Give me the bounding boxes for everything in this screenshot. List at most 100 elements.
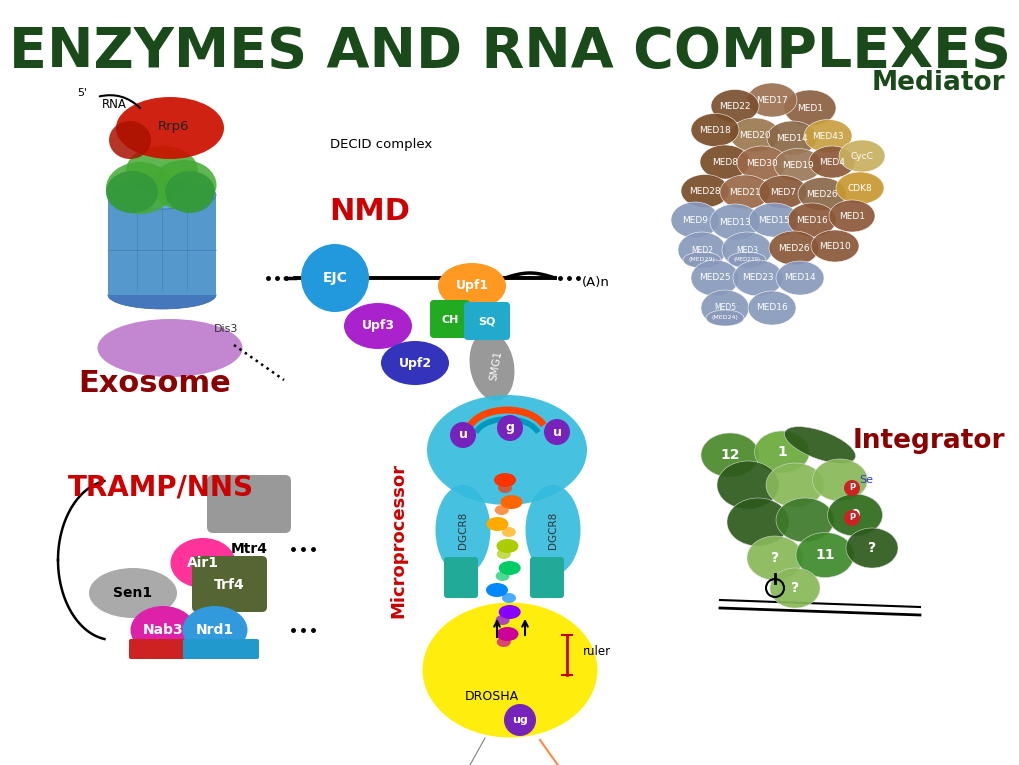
Text: Upf2: Upf2 xyxy=(398,356,431,369)
Text: Air1: Air1 xyxy=(186,556,219,570)
Text: CDK8: CDK8 xyxy=(847,184,871,193)
Text: DGCR8: DGCR8 xyxy=(458,511,468,549)
Ellipse shape xyxy=(700,290,748,326)
Text: MED26: MED26 xyxy=(777,243,809,252)
Ellipse shape xyxy=(773,148,821,181)
Ellipse shape xyxy=(170,538,235,588)
Ellipse shape xyxy=(748,203,798,237)
Text: MED7: MED7 xyxy=(769,187,795,197)
Ellipse shape xyxy=(727,498,789,546)
Text: MED9: MED9 xyxy=(682,216,707,224)
Text: CH: CH xyxy=(441,315,459,325)
Ellipse shape xyxy=(775,498,834,542)
Circle shape xyxy=(843,510,859,526)
Text: NMD: NMD xyxy=(329,197,410,226)
Ellipse shape xyxy=(845,528,897,568)
Text: g: g xyxy=(505,422,514,435)
Ellipse shape xyxy=(525,485,580,575)
Ellipse shape xyxy=(788,203,836,237)
Ellipse shape xyxy=(493,473,516,487)
Circle shape xyxy=(496,415,523,441)
Circle shape xyxy=(543,419,570,445)
Ellipse shape xyxy=(784,427,855,464)
FancyBboxPatch shape xyxy=(207,475,290,533)
Text: Mediator: Mediator xyxy=(870,70,1004,96)
Ellipse shape xyxy=(495,615,510,625)
Ellipse shape xyxy=(769,568,819,608)
Ellipse shape xyxy=(766,121,816,155)
Ellipse shape xyxy=(422,603,597,737)
Text: MED18: MED18 xyxy=(698,125,731,135)
Ellipse shape xyxy=(826,494,881,536)
Ellipse shape xyxy=(810,230,858,262)
Text: 11: 11 xyxy=(814,548,834,562)
Text: Exosome: Exosome xyxy=(77,369,230,398)
Text: ?: ? xyxy=(790,581,798,595)
Ellipse shape xyxy=(795,532,853,578)
FancyBboxPatch shape xyxy=(182,639,259,659)
Ellipse shape xyxy=(683,252,720,268)
Circle shape xyxy=(449,422,476,448)
Ellipse shape xyxy=(116,97,224,159)
Ellipse shape xyxy=(469,331,514,401)
Ellipse shape xyxy=(498,605,520,619)
Text: MED30: MED30 xyxy=(745,158,777,168)
Text: MED14: MED14 xyxy=(775,134,807,142)
Ellipse shape xyxy=(784,90,836,126)
Ellipse shape xyxy=(486,517,507,531)
Ellipse shape xyxy=(690,260,739,296)
Ellipse shape xyxy=(681,174,729,207)
Ellipse shape xyxy=(89,568,177,618)
Text: 12: 12 xyxy=(719,448,739,462)
Ellipse shape xyxy=(427,395,586,505)
FancyBboxPatch shape xyxy=(464,302,510,340)
Text: ENZYMES AND RNA COMPLEXES: ENZYMES AND RNA COMPLEXES xyxy=(9,25,1010,79)
Ellipse shape xyxy=(758,175,806,209)
Text: MED3: MED3 xyxy=(736,246,757,255)
Text: MED4: MED4 xyxy=(818,158,844,167)
Text: MED16: MED16 xyxy=(755,304,787,312)
Text: Trf4: Trf4 xyxy=(213,578,245,592)
Text: Nab3: Nab3 xyxy=(143,623,183,637)
Ellipse shape xyxy=(109,121,151,159)
Text: ug: ug xyxy=(512,715,528,725)
Ellipse shape xyxy=(496,549,511,559)
Text: MED17: MED17 xyxy=(755,96,787,105)
Text: DECID complex: DECID complex xyxy=(330,138,432,151)
Text: MED5: MED5 xyxy=(713,304,736,312)
Text: Sen1: Sen1 xyxy=(113,586,153,600)
Ellipse shape xyxy=(797,177,845,210)
Circle shape xyxy=(301,244,369,312)
Ellipse shape xyxy=(730,118,780,152)
Text: MED25: MED25 xyxy=(698,274,730,282)
Text: MED23: MED23 xyxy=(742,274,773,282)
Ellipse shape xyxy=(496,539,518,553)
Text: 1: 1 xyxy=(776,445,786,459)
Polygon shape xyxy=(108,195,216,295)
FancyBboxPatch shape xyxy=(430,300,470,338)
Ellipse shape xyxy=(775,261,823,295)
Text: ?: ? xyxy=(867,541,875,555)
Text: P: P xyxy=(848,483,854,493)
Ellipse shape xyxy=(165,171,215,213)
Ellipse shape xyxy=(828,200,874,232)
Text: MED1: MED1 xyxy=(796,103,822,112)
Text: u: u xyxy=(552,425,560,438)
Ellipse shape xyxy=(747,291,795,325)
Text: MED19: MED19 xyxy=(782,161,813,170)
Ellipse shape xyxy=(485,583,507,597)
Ellipse shape xyxy=(496,627,518,641)
Ellipse shape xyxy=(746,83,796,117)
Text: MED43: MED43 xyxy=(811,132,843,141)
Text: P: P xyxy=(848,513,854,522)
Ellipse shape xyxy=(705,310,743,326)
Ellipse shape xyxy=(130,606,196,654)
Text: MED21: MED21 xyxy=(729,187,760,197)
Text: 9: 9 xyxy=(850,508,859,522)
Ellipse shape xyxy=(716,461,779,509)
Ellipse shape xyxy=(435,485,490,575)
Ellipse shape xyxy=(108,281,216,309)
Text: Dis3: Dis3 xyxy=(214,324,238,334)
Ellipse shape xyxy=(746,536,802,580)
Text: MED1: MED1 xyxy=(839,211,864,220)
